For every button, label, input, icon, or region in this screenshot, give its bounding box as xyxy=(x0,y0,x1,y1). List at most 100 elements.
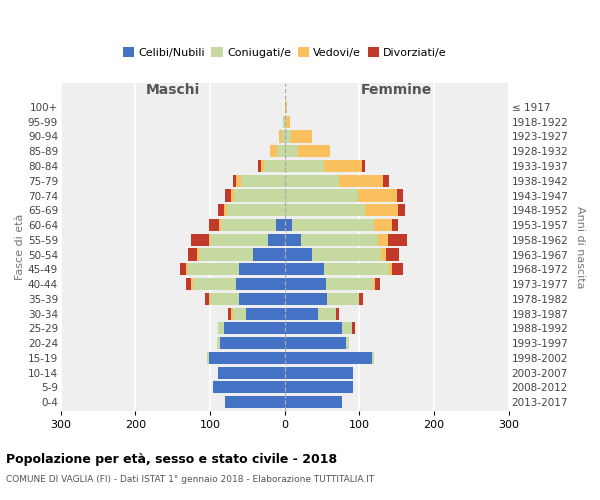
Bar xyxy=(335,308,340,320)
Bar xyxy=(283,116,285,128)
Bar xyxy=(218,204,224,216)
Bar xyxy=(285,204,365,216)
Bar xyxy=(191,278,193,290)
Bar xyxy=(239,293,285,305)
Bar xyxy=(234,190,285,202)
Bar xyxy=(291,130,311,142)
Bar xyxy=(285,219,292,231)
Bar xyxy=(224,204,227,216)
Bar xyxy=(389,263,392,276)
Bar xyxy=(383,174,389,187)
Bar xyxy=(285,248,311,260)
Bar xyxy=(285,352,372,364)
Bar xyxy=(276,219,285,231)
Y-axis label: Anni di nascita: Anni di nascita xyxy=(575,206,585,288)
Bar xyxy=(323,160,362,172)
Bar xyxy=(210,293,239,305)
Bar xyxy=(359,293,363,305)
Bar xyxy=(381,248,386,260)
Bar xyxy=(398,204,405,216)
Bar xyxy=(378,234,388,246)
Bar xyxy=(392,263,403,276)
Bar xyxy=(209,293,210,305)
Bar xyxy=(397,190,403,202)
Bar xyxy=(374,219,392,231)
Bar xyxy=(191,234,209,246)
Bar xyxy=(241,174,285,187)
Bar xyxy=(392,219,398,231)
Bar xyxy=(199,248,253,260)
Bar xyxy=(261,160,264,172)
Bar xyxy=(346,337,349,349)
Bar xyxy=(277,145,285,158)
Bar xyxy=(218,366,285,378)
Bar xyxy=(270,145,277,158)
Bar xyxy=(285,174,340,187)
Bar xyxy=(209,234,210,246)
Text: COMUNE DI VAGLIA (FI) - Dati ISTAT 1° gennaio 2018 - Elaborazione TUTTITALIA.IT: COMUNE DI VAGLIA (FI) - Dati ISTAT 1° ge… xyxy=(6,475,374,484)
Bar xyxy=(186,278,191,290)
Bar xyxy=(210,234,268,246)
Bar xyxy=(285,366,353,378)
Bar xyxy=(285,190,358,202)
Bar xyxy=(246,308,285,320)
Bar xyxy=(326,278,373,290)
Bar xyxy=(301,234,378,246)
Bar xyxy=(209,352,285,364)
Bar xyxy=(340,174,383,187)
Bar xyxy=(375,278,380,290)
Bar xyxy=(311,248,381,260)
Bar xyxy=(220,337,285,349)
Text: Femmine: Femmine xyxy=(361,84,433,98)
Bar xyxy=(285,278,326,290)
Bar xyxy=(292,219,374,231)
Bar xyxy=(253,248,285,260)
Bar xyxy=(236,174,241,187)
Bar xyxy=(388,234,407,246)
Bar xyxy=(193,278,236,290)
Bar xyxy=(285,322,342,334)
Bar xyxy=(365,204,398,216)
Bar xyxy=(233,174,236,187)
Bar xyxy=(213,382,285,394)
Bar xyxy=(285,382,353,394)
Bar xyxy=(285,263,323,276)
Bar xyxy=(282,130,285,142)
Bar xyxy=(197,248,199,260)
Bar xyxy=(285,160,323,172)
Legend: Celibi/Nubili, Coniugati/e, Vedovi/e, Divorziati/e: Celibi/Nubili, Coniugati/e, Vedovi/e, Di… xyxy=(118,43,451,62)
Bar xyxy=(221,219,276,231)
Bar xyxy=(225,190,231,202)
Bar xyxy=(225,396,285,408)
Bar xyxy=(285,308,319,320)
Bar xyxy=(231,190,234,202)
Bar xyxy=(218,322,224,334)
Bar xyxy=(239,263,285,276)
Bar xyxy=(319,308,335,320)
Bar xyxy=(205,293,209,305)
Bar xyxy=(373,278,375,290)
Bar xyxy=(285,145,298,158)
Bar xyxy=(285,293,328,305)
Text: Maschi: Maschi xyxy=(146,84,200,98)
Bar xyxy=(188,248,197,260)
Bar xyxy=(358,190,397,202)
Bar xyxy=(285,116,286,128)
Bar xyxy=(268,234,285,246)
Bar xyxy=(285,337,346,349)
Bar xyxy=(217,337,220,349)
Bar xyxy=(285,396,341,408)
Bar xyxy=(279,130,282,142)
Bar xyxy=(236,278,285,290)
Bar xyxy=(386,248,399,260)
Bar xyxy=(228,308,231,320)
Bar xyxy=(233,308,246,320)
Bar xyxy=(285,234,301,246)
Bar xyxy=(342,322,352,334)
Bar xyxy=(328,293,359,305)
Bar xyxy=(207,352,209,364)
Bar xyxy=(258,160,261,172)
Bar xyxy=(285,101,287,113)
Bar xyxy=(227,204,285,216)
Bar xyxy=(285,130,291,142)
